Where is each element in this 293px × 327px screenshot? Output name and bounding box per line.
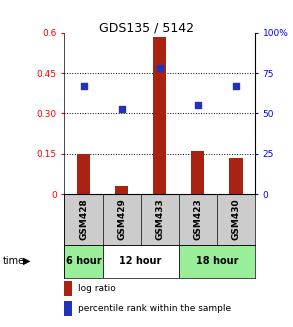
Text: ▶: ▶ <box>23 256 30 266</box>
Text: GSM428: GSM428 <box>79 198 88 240</box>
Bar <box>179 245 255 278</box>
Point <box>119 106 124 111</box>
Text: GSM429: GSM429 <box>117 198 126 240</box>
Text: GSM430: GSM430 <box>231 199 240 240</box>
Text: GSM423: GSM423 <box>193 198 202 240</box>
Bar <box>103 245 179 278</box>
Text: 12 hour: 12 hour <box>120 256 162 266</box>
Point <box>81 83 86 89</box>
Point <box>195 103 200 108</box>
Text: GDS135 / 5142: GDS135 / 5142 <box>99 21 194 34</box>
Bar <box>77 154 90 194</box>
Bar <box>191 151 205 194</box>
Text: percentile rank within the sample: percentile rank within the sample <box>78 304 231 313</box>
Bar <box>229 158 243 194</box>
Bar <box>64 301 72 316</box>
Text: log ratio: log ratio <box>78 284 116 293</box>
Bar <box>64 281 72 296</box>
Text: GSM433: GSM433 <box>155 198 164 240</box>
Text: 6 hour: 6 hour <box>66 256 101 266</box>
Bar <box>64 245 103 278</box>
Text: time: time <box>3 256 25 266</box>
Bar <box>153 37 166 194</box>
Point <box>234 83 238 89</box>
Text: 18 hour: 18 hour <box>195 256 238 266</box>
Bar <box>115 186 128 194</box>
Point <box>157 66 162 71</box>
